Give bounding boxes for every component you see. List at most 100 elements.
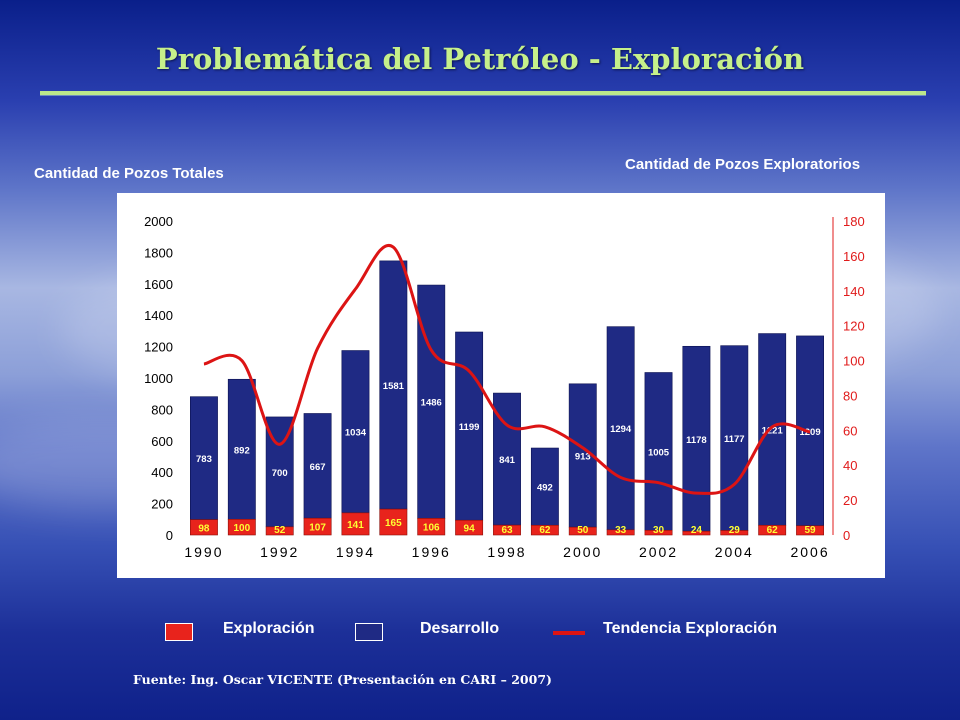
data-label-exploracion: 29 [729, 525, 741, 536]
bar-exploracion [190, 519, 218, 536]
y2-tick-label: 100 [843, 354, 865, 369]
bar-desarrollo [227, 378, 256, 520]
title-underline [40, 91, 926, 95]
y-tick-label: 0 [166, 528, 173, 543]
y2-tick-label: 140 [843, 284, 865, 299]
source-note: Fuente: Ing. Oscar VICENTE (Presentación… [133, 672, 552, 687]
y2-tick-label: 0 [843, 528, 850, 543]
data-label-exploracion: 33 [615, 525, 627, 536]
x-tick-label: 2006 [790, 544, 829, 560]
chart-legend: Exploración Desarrollo Tendencia Explora… [0, 617, 960, 645]
data-label-desarrollo: 841 [499, 455, 516, 466]
y2-tick-label: 120 [843, 319, 865, 334]
bar-desarrollo [720, 345, 749, 531]
data-label-exploracion: 106 [423, 523, 440, 534]
bar-desarrollo [455, 331, 484, 521]
data-label-exploracion: 24 [691, 525, 703, 536]
slide-title: Problemática del Petróleo - Exploración [155, 42, 805, 76]
data-label-desarrollo: 1034 [345, 428, 367, 439]
y2-tick-label: 180 [843, 214, 865, 229]
bar-desarrollo [644, 372, 673, 531]
bar-exploracion [265, 526, 294, 536]
bar-exploracion [720, 530, 749, 536]
bar-desarrollo [190, 396, 218, 520]
data-label-exploracion: 50 [577, 525, 589, 536]
y-tick-label: 200 [151, 497, 173, 512]
bar-exploracion [417, 518, 446, 536]
data-label-desarrollo: 1199 [459, 422, 480, 433]
bar-desarrollo [530, 447, 559, 526]
data-label-desarrollo: 492 [537, 483, 553, 494]
data-label-desarrollo: 1209 [799, 427, 820, 438]
bar-exploracion [303, 517, 332, 536]
legend-swatch-exploracion [165, 623, 193, 641]
bar-exploracion [530, 524, 559, 536]
data-label-desarrollo: 892 [234, 445, 250, 456]
bar-exploracion [606, 529, 635, 536]
data-label-exploracion: 62 [539, 525, 551, 536]
bar-exploracion [758, 524, 787, 536]
data-label-exploracion: 98 [198, 523, 210, 534]
y2-tick-label: 20 [843, 493, 857, 508]
trend-line-exploracion [203, 243, 811, 495]
data-label-desarrollo: 1177 [724, 434, 745, 445]
data-label-exploracion: 59 [804, 525, 816, 536]
bar-exploracion [227, 518, 256, 536]
data-label-desarrollo: 700 [272, 468, 288, 479]
y-tick-label: 600 [151, 434, 173, 449]
x-tick-label: 1994 [336, 544, 375, 560]
x-tick-label: 2004 [715, 544, 754, 560]
y-tick-label: 400 [151, 465, 173, 480]
y-tick-label: 1600 [144, 277, 173, 292]
y2-tick-label: 160 [843, 249, 865, 264]
x-tick-label: 1992 [260, 544, 299, 560]
data-label-desarrollo: 1005 [648, 447, 670, 458]
bar-exploracion [379, 508, 408, 536]
chart-panel: 0 200 400 600 800 1000 1200 1400 1600 1800 2000 0 20… [117, 193, 885, 578]
bar-exploracion [493, 524, 521, 536]
y-tick-label: 2000 [144, 214, 173, 229]
x-tick-label: 2002 [639, 544, 678, 560]
right-axis-title: Cantidad de Pozos Exploratorios [625, 156, 861, 173]
x-tick-label: 1990 [184, 544, 223, 560]
legend-line-tendencia [553, 631, 585, 635]
bar-exploracion [682, 530, 711, 536]
x-tick-label: 2000 [563, 544, 602, 560]
y-tick-label: 1400 [144, 308, 173, 323]
bar-exploracion [455, 519, 484, 536]
data-label-exploracion: 63 [501, 525, 513, 536]
legend-label-exploracion: Exploración [223, 620, 315, 637]
data-label-desarrollo: 1221 [762, 425, 784, 436]
bar-desarrollo [341, 350, 370, 514]
x-tick-label: 1998 [487, 544, 526, 560]
y-tick-label: 1800 [144, 245, 173, 260]
x-tick-label: 1996 [412, 544, 451, 560]
bar-exploracion [796, 525, 824, 536]
data-label-exploracion: 94 [464, 524, 476, 535]
data-label-exploracion: 62 [767, 525, 779, 536]
bar-exploracion [568, 526, 597, 536]
legend-label-tendencia: Tendencia Exploración [603, 620, 777, 637]
y-tick-label: 800 [151, 402, 173, 417]
left-axis-title: Cantidad de Pozos Totales [34, 165, 224, 182]
data-label-desarrollo: 667 [310, 462, 326, 473]
y2-tick-label: 60 [843, 423, 857, 438]
legend-label-desarrollo: Desarrollo [420, 620, 500, 637]
bar-exploracion [644, 529, 673, 536]
bar-desarrollo [303, 413, 332, 519]
data-label-exploracion: 141 [347, 520, 364, 531]
data-label-exploracion: 30 [653, 525, 665, 536]
stacked-bar-chart: 0 200 400 600 800 1000 1200 1400 1600 1800 2000 0 20… [144, 214, 865, 560]
y2-tick-label: 40 [843, 458, 857, 473]
bar-desarrollo [606, 326, 635, 531]
legend-swatch-desarrollo [355, 623, 383, 641]
bar-desarrollo [379, 260, 408, 510]
data-label-exploracion: 165 [385, 518, 402, 529]
data-label-desarrollo: 1294 [610, 424, 632, 435]
data-label-desarrollo: 1178 [686, 435, 707, 446]
data-label-desarrollo: 1486 [421, 398, 442, 409]
data-label-exploracion: 52 [274, 525, 286, 536]
bar-exploracion [341, 512, 370, 536]
y-tick-label: 1200 [144, 340, 173, 355]
data-label-desarrollo: 913 [575, 451, 591, 462]
